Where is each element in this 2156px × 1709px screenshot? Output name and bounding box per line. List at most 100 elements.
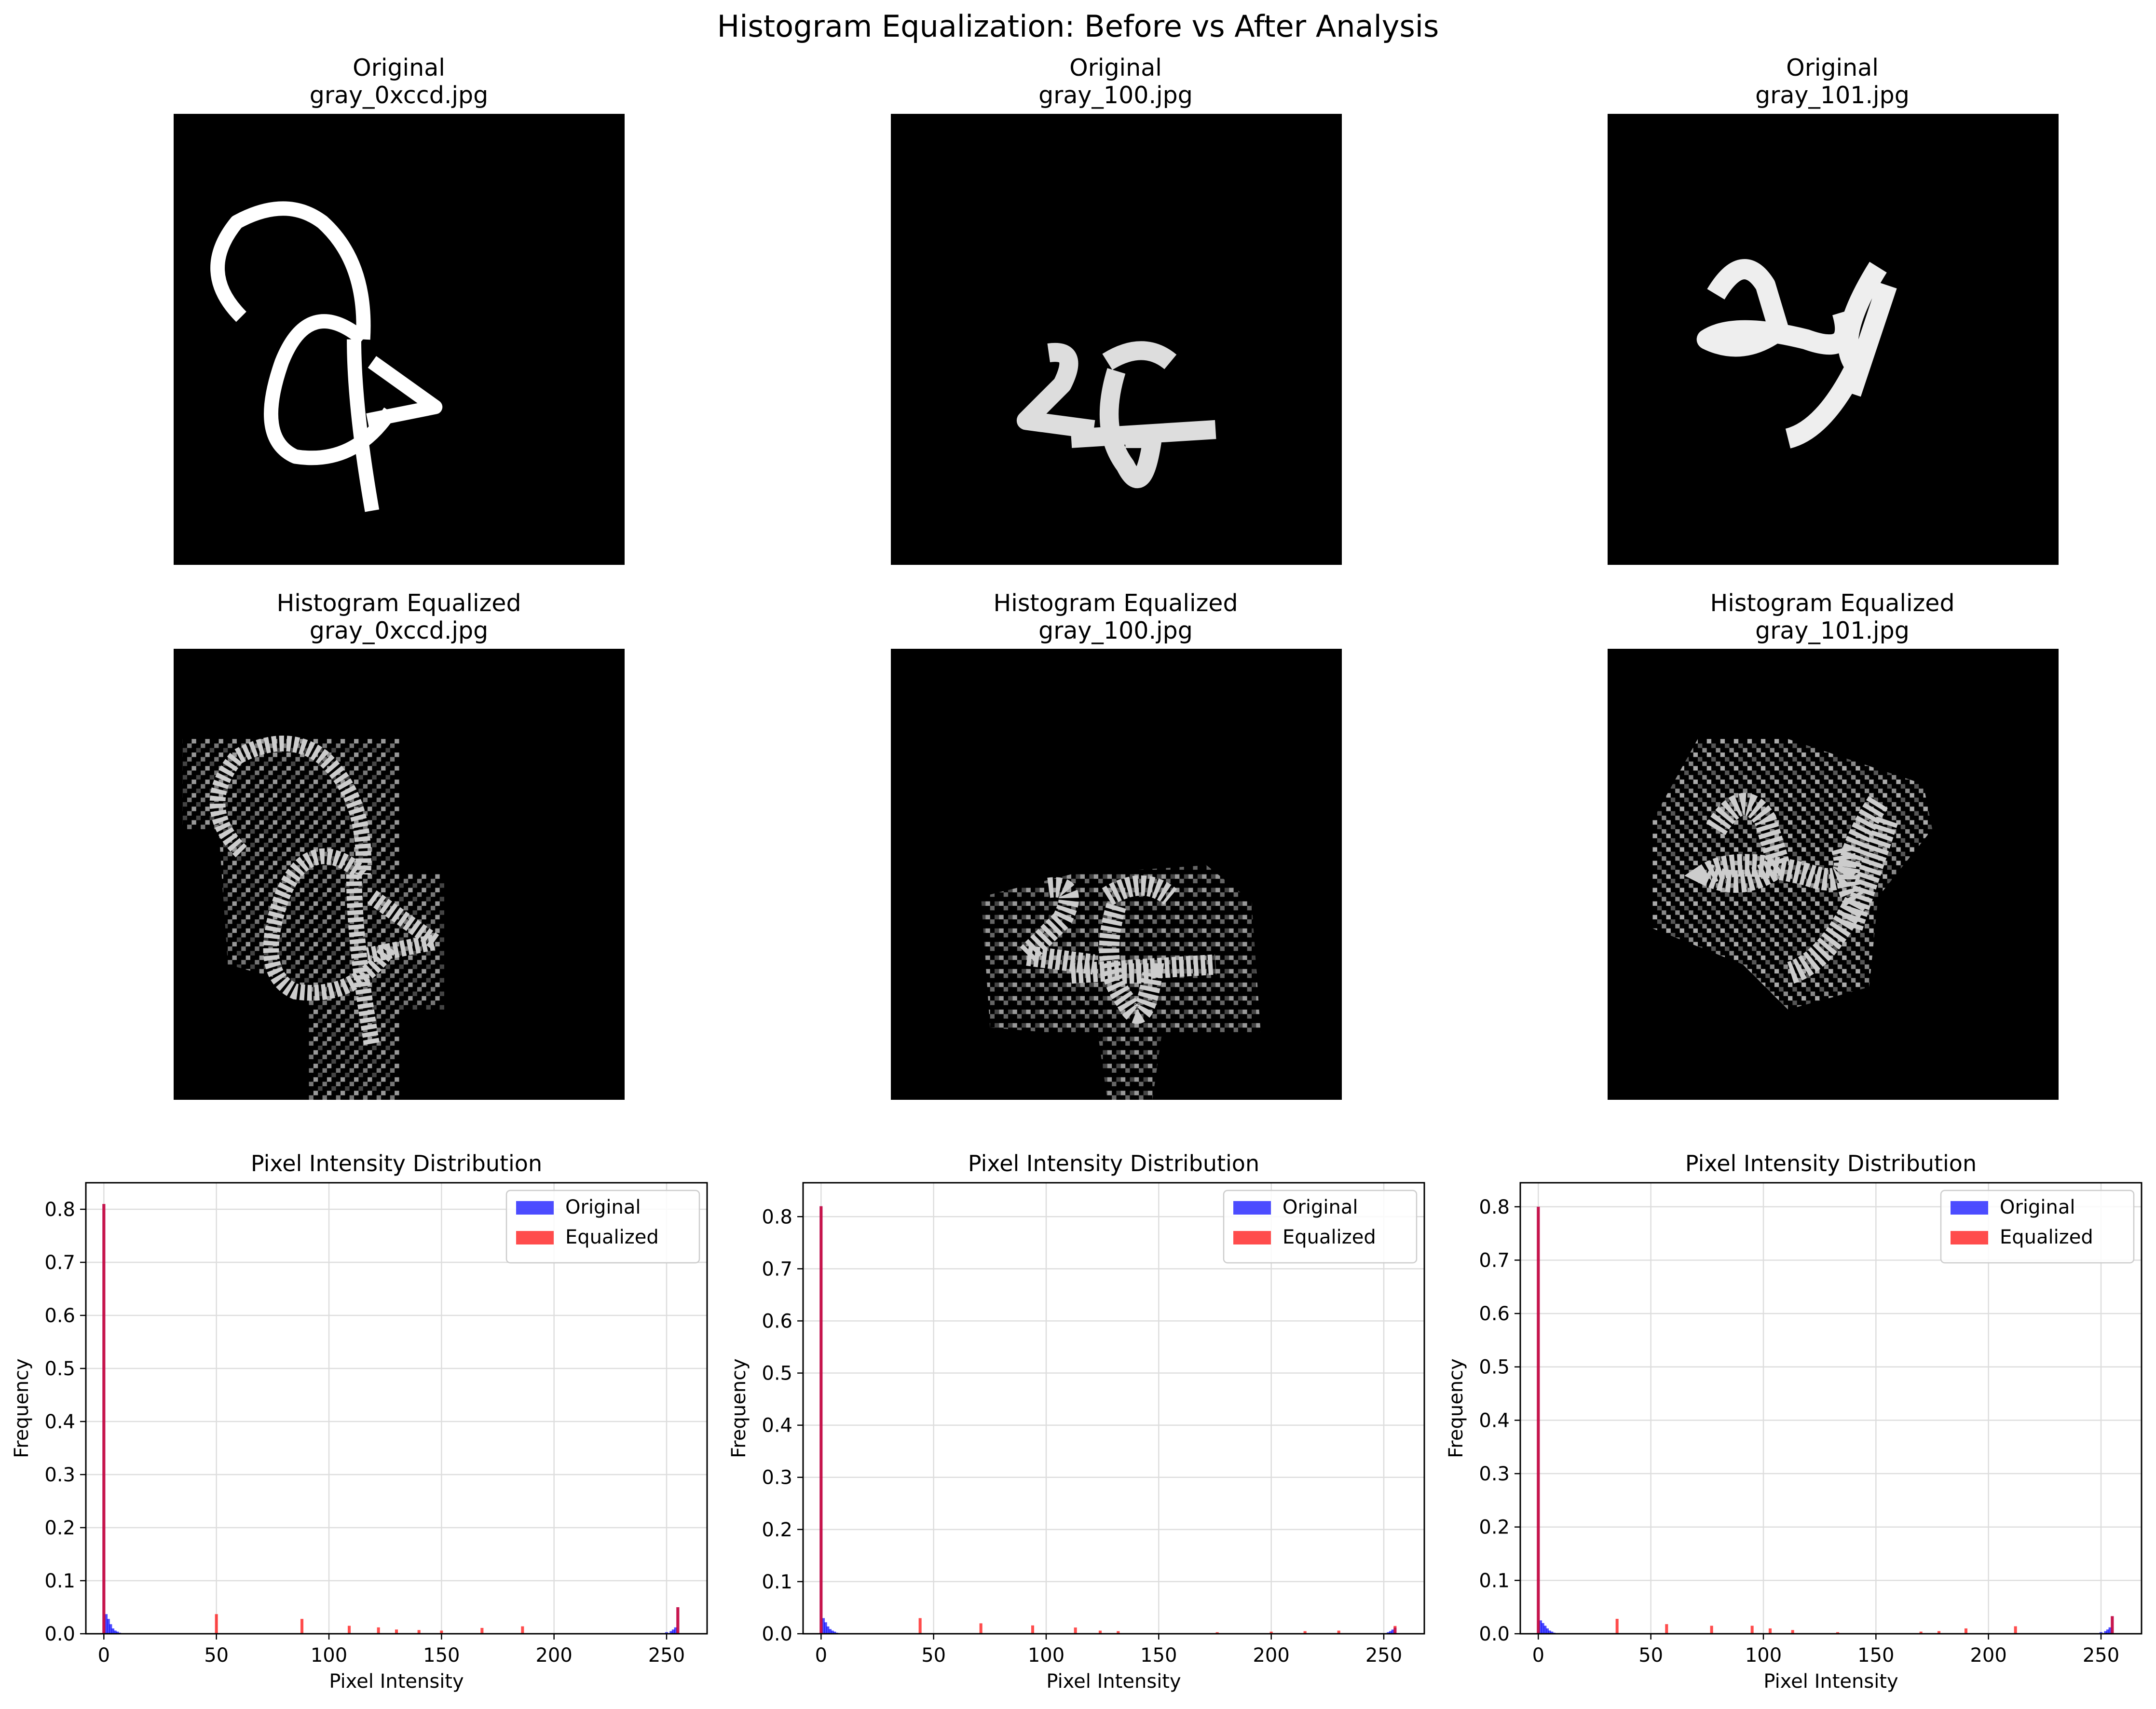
y-tick-label: 0.8 — [762, 1206, 792, 1228]
figure-title: Histogram Equalization: Before vs After … — [717, 9, 1439, 44]
y-tick-label: 0.7 — [44, 1252, 75, 1274]
bar-original — [1391, 1629, 1394, 1634]
legend-swatch — [516, 1231, 554, 1244]
x-tick-label: 50 — [921, 1644, 946, 1667]
equalized-image-1 — [174, 649, 625, 1100]
bar-original — [104, 1614, 108, 1634]
equalized-title-2: Histogram Equalized gray_100.jpg — [993, 589, 1238, 644]
legend-label: Equalized — [565, 1226, 659, 1248]
original-image-1 — [174, 114, 625, 565]
y-tick-label: 0.0 — [44, 1623, 75, 1645]
x-tick-label: 250 — [2083, 1644, 2119, 1667]
bar-equalized — [676, 1607, 680, 1634]
bar-original — [116, 1631, 119, 1634]
y-tick-label: 0.4 — [762, 1415, 792, 1437]
bar-original — [2108, 1627, 2112, 1634]
bar-original — [1545, 1628, 1549, 1634]
legend-box — [505, 1189, 700, 1264]
bar-equalized — [1303, 1631, 1307, 1634]
y-axis-label: Frequency — [728, 1358, 750, 1458]
bar-original — [671, 1629, 675, 1634]
bar-equalized — [1750, 1626, 1754, 1634]
plot-frame — [1519, 1182, 2142, 1635]
y-tick-label: 0.8 — [44, 1199, 75, 1221]
bar-original — [1387, 1632, 1390, 1634]
x-tick-label: 150 — [1140, 1644, 1177, 1667]
bar-original — [674, 1627, 677, 1634]
y-tick-label: 0.1 — [1479, 1570, 1510, 1592]
bar-equalized — [215, 1614, 218, 1634]
legend-label: Original — [1283, 1196, 1358, 1218]
y-tick-label: 0.5 — [762, 1363, 792, 1385]
bar-equalized — [1615, 1619, 1619, 1634]
legend-label: Original — [2000, 1196, 2075, 1218]
bar-equalized — [2111, 1616, 2114, 1634]
bar-original — [113, 1630, 117, 1634]
bar-original — [833, 1631, 836, 1634]
legend-swatch — [1951, 1201, 1988, 1215]
legend-box — [1223, 1189, 1418, 1264]
x-tick-label: 50 — [1638, 1644, 1663, 1667]
bar-equalized — [521, 1626, 524, 1634]
bar-original — [824, 1622, 827, 1634]
x-tick-label: 200 — [1253, 1644, 1289, 1667]
x-axis-label: Pixel Intensity — [1763, 1670, 1898, 1693]
x-tick-label: 200 — [1970, 1644, 2006, 1667]
bar-original — [828, 1629, 832, 1634]
equalized-image-2 — [891, 649, 1342, 1100]
legend-swatch — [1233, 1201, 1271, 1215]
bar-equalized — [1768, 1628, 1772, 1634]
bar-equalized — [300, 1619, 304, 1634]
x-tick-label: 100 — [311, 1644, 347, 1667]
bar-equalized — [102, 1204, 106, 1634]
plot-frame — [85, 1182, 708, 1635]
bar-equalized — [1393, 1626, 1397, 1634]
bar-equalized — [1710, 1626, 1713, 1634]
bar-equalized — [395, 1629, 398, 1634]
histogram-title: Pixel Intensity Distribution — [1685, 1150, 1977, 1176]
y-tick-label: 0.2 — [1479, 1517, 1510, 1539]
bar-equalized — [347, 1626, 351, 1634]
legend-swatch — [516, 1201, 554, 1215]
equalized-title-3: Histogram Equalized gray_101.jpg — [1710, 589, 1955, 644]
x-tick-label: 250 — [648, 1644, 685, 1667]
y-tick-label: 0.1 — [44, 1570, 75, 1592]
bar-equalized — [440, 1630, 443, 1634]
y-tick-label: 0.3 — [1479, 1463, 1510, 1485]
y-tick-label: 0.6 — [762, 1310, 792, 1332]
legend-box — [1940, 1189, 2135, 1264]
x-axis-label: Pixel Intensity — [1046, 1670, 1181, 1693]
legend-label: Equalized — [1283, 1226, 1376, 1248]
histogram-panel-1: 0 50 100 150 200 250 0.0 0.1 0.2 0.3 0.4 0.5 0.6 0.7 0… — [11, 1150, 708, 1693]
bar-equalized — [918, 1618, 922, 1634]
bar-original — [2104, 1631, 2107, 1634]
y-tick-label: 0.3 — [762, 1467, 792, 1489]
bar-original — [111, 1628, 115, 1634]
bar-equalized — [979, 1623, 982, 1634]
x-tick-label: 0 — [815, 1644, 827, 1667]
bar-original — [831, 1630, 834, 1634]
bar-equalized — [1919, 1631, 1923, 1634]
equalized-title-1: Histogram Equalized gray_0xccd.jpg — [276, 589, 521, 644]
bar-original — [2106, 1629, 2110, 1634]
bar-equalized — [1665, 1624, 1668, 1634]
bar-original — [665, 1632, 669, 1634]
histogram-panel-2: 0 50 100 150 200 250 0.0 0.1 0.2 0.3 0.4 0.5 0.6 0.7 0… — [728, 1150, 1425, 1693]
bar-original — [669, 1631, 673, 1634]
y-tick-label: 0.0 — [762, 1623, 792, 1645]
bar-equalized — [1791, 1630, 1794, 1634]
legend-swatch — [1951, 1231, 1988, 1244]
x-tick-label: 100 — [1028, 1644, 1064, 1667]
y-tick-label: 0.1 — [762, 1571, 792, 1593]
y-tick-label: 0.8 — [1479, 1196, 1510, 1218]
bar-equalized — [480, 1627, 484, 1634]
bar-original — [1543, 1626, 1547, 1634]
y-axis-label: Frequency — [11, 1358, 33, 1458]
x-tick-label: 150 — [423, 1644, 460, 1667]
bar-original — [1548, 1630, 1551, 1634]
plot-frame — [802, 1182, 1425, 1635]
bar-original — [1389, 1631, 1392, 1634]
y-tick-label: 0.3 — [44, 1464, 75, 1486]
x-tick-label: 0 — [98, 1644, 110, 1667]
bar-equalized — [1117, 1631, 1120, 1634]
